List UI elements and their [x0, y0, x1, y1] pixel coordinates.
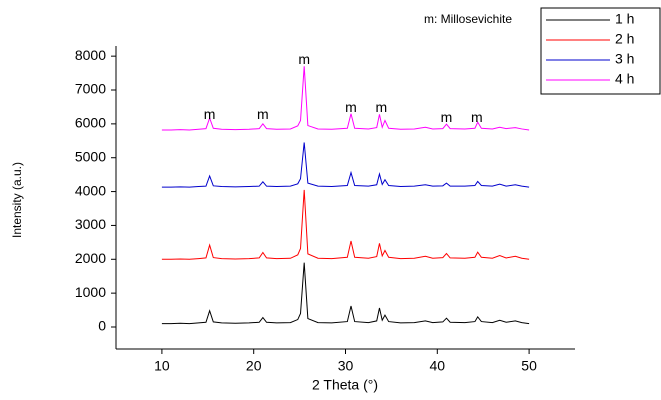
peak-annotation: m — [257, 106, 269, 122]
y-tick-label: 7000 — [75, 81, 106, 97]
annotation-note: m: Millosevichite — [424, 12, 512, 26]
x-axis-title: 2 Theta (°) — [312, 377, 378, 393]
legend-label: 3 h — [615, 51, 634, 67]
y-tick-label: 6000 — [75, 115, 106, 131]
y-axis-title: Intensity (a.u.) — [10, 162, 24, 238]
x-tick-label: 20 — [246, 358, 262, 374]
series-line — [161, 142, 530, 188]
y-tick-label: 3000 — [75, 216, 106, 232]
series-line — [161, 262, 530, 325]
y-tick-label: 2000 — [75, 250, 106, 266]
legend-label: 4 h — [615, 71, 634, 87]
y-tick-label: 8000 — [75, 47, 106, 63]
series-line — [161, 189, 530, 260]
y-tick-label: 5000 — [75, 148, 106, 164]
x-tick-label: 50 — [521, 358, 537, 374]
peak-annotation: m — [471, 109, 483, 125]
series-line — [161, 66, 530, 131]
peak-annotation: m — [345, 99, 357, 115]
y-tick-label: 1000 — [75, 284, 106, 300]
legend-box — [540, 7, 661, 95]
x-tick-label: 40 — [430, 358, 446, 374]
peak-annotation: m — [298, 51, 310, 67]
peak-annotation: m — [375, 99, 387, 115]
legend-label: 2 h — [615, 31, 634, 47]
peak-annotation: m — [204, 106, 216, 122]
y-tick-label: 4000 — [75, 182, 106, 198]
x-tick-label: 10 — [154, 358, 170, 374]
peak-annotation: m — [441, 109, 453, 125]
x-tick-label: 30 — [338, 358, 354, 374]
y-tick-label: 0 — [98, 318, 106, 334]
legend-label: 1 h — [615, 11, 634, 27]
